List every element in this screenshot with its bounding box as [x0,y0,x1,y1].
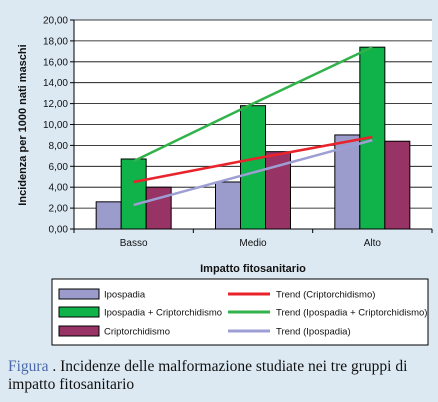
legend-swatch [58,306,100,318]
legend-entry: Trend (Criptorchidismo) [276,290,375,301]
bar [384,140,411,230]
bar [95,201,122,230]
legend-entry: Trend (Ipospadia + Criptorchidismo) [276,308,427,319]
y-tick-label: 12,00 [43,99,68,110]
legend-entry: Trend (Ipospadia) [276,327,351,338]
caption-label: Figura [8,358,49,375]
y-tick-label: 10,00 [43,120,68,131]
legend-entry: Ipospadia + Criptorchidismo [104,308,222,319]
bar [120,158,147,230]
bar [145,186,172,230]
y-tick-label: 0,00 [49,225,69,236]
x-ticks: Basso Medio Alto [73,229,433,249]
y-tick-label: 8,00 [49,141,69,152]
y-axis-title: Incidenza per 1000 nati maschi [17,44,29,205]
y-tick-label: 14,00 [43,78,68,89]
bar [240,105,266,230]
legend: Ipospadia Ipospadia + Criptorchidismo Crip… [51,278,429,346]
y-tick-label: 6,00 [49,162,69,173]
legend-swatch [58,288,100,300]
trend-lines [133,46,373,207]
chart: 0,00 2,00 4,00 6,00 8,00 10,00 12,00 14,00 16,00… [17,16,433,346]
figure-caption: Figura . Incidenze delle malformazione s… [8,358,434,394]
y-ticks: 0,00 2,00 4,00 6,00 8,00 10,00 12,00 14,00 16,00… [43,16,74,236]
bar [334,134,361,230]
y-tick-label: 4,00 [49,183,69,194]
caption-text: . Incidenze delle malformazione studiate… [8,358,408,393]
x-axis-title: Impatto fitosanitario [200,263,306,275]
legend-entry: Criptorchidismo [104,327,170,338]
y-tick-label: 16,00 [43,57,68,68]
legend-entry: Ipospadia [104,290,146,301]
y-tick-label: 2,00 [49,204,69,215]
trend-line [133,138,373,207]
legend-swatch [58,325,100,337]
trend-line [133,135,373,184]
trend-line [133,46,373,163]
x-tick-label: Basso [120,238,148,249]
y-tick-label: 20,00 [43,16,68,27]
x-tick-label: Alto [364,238,382,249]
bar [215,181,241,230]
x-tick-label: Medio [239,238,267,249]
y-tick-label: 18,00 [43,36,68,47]
